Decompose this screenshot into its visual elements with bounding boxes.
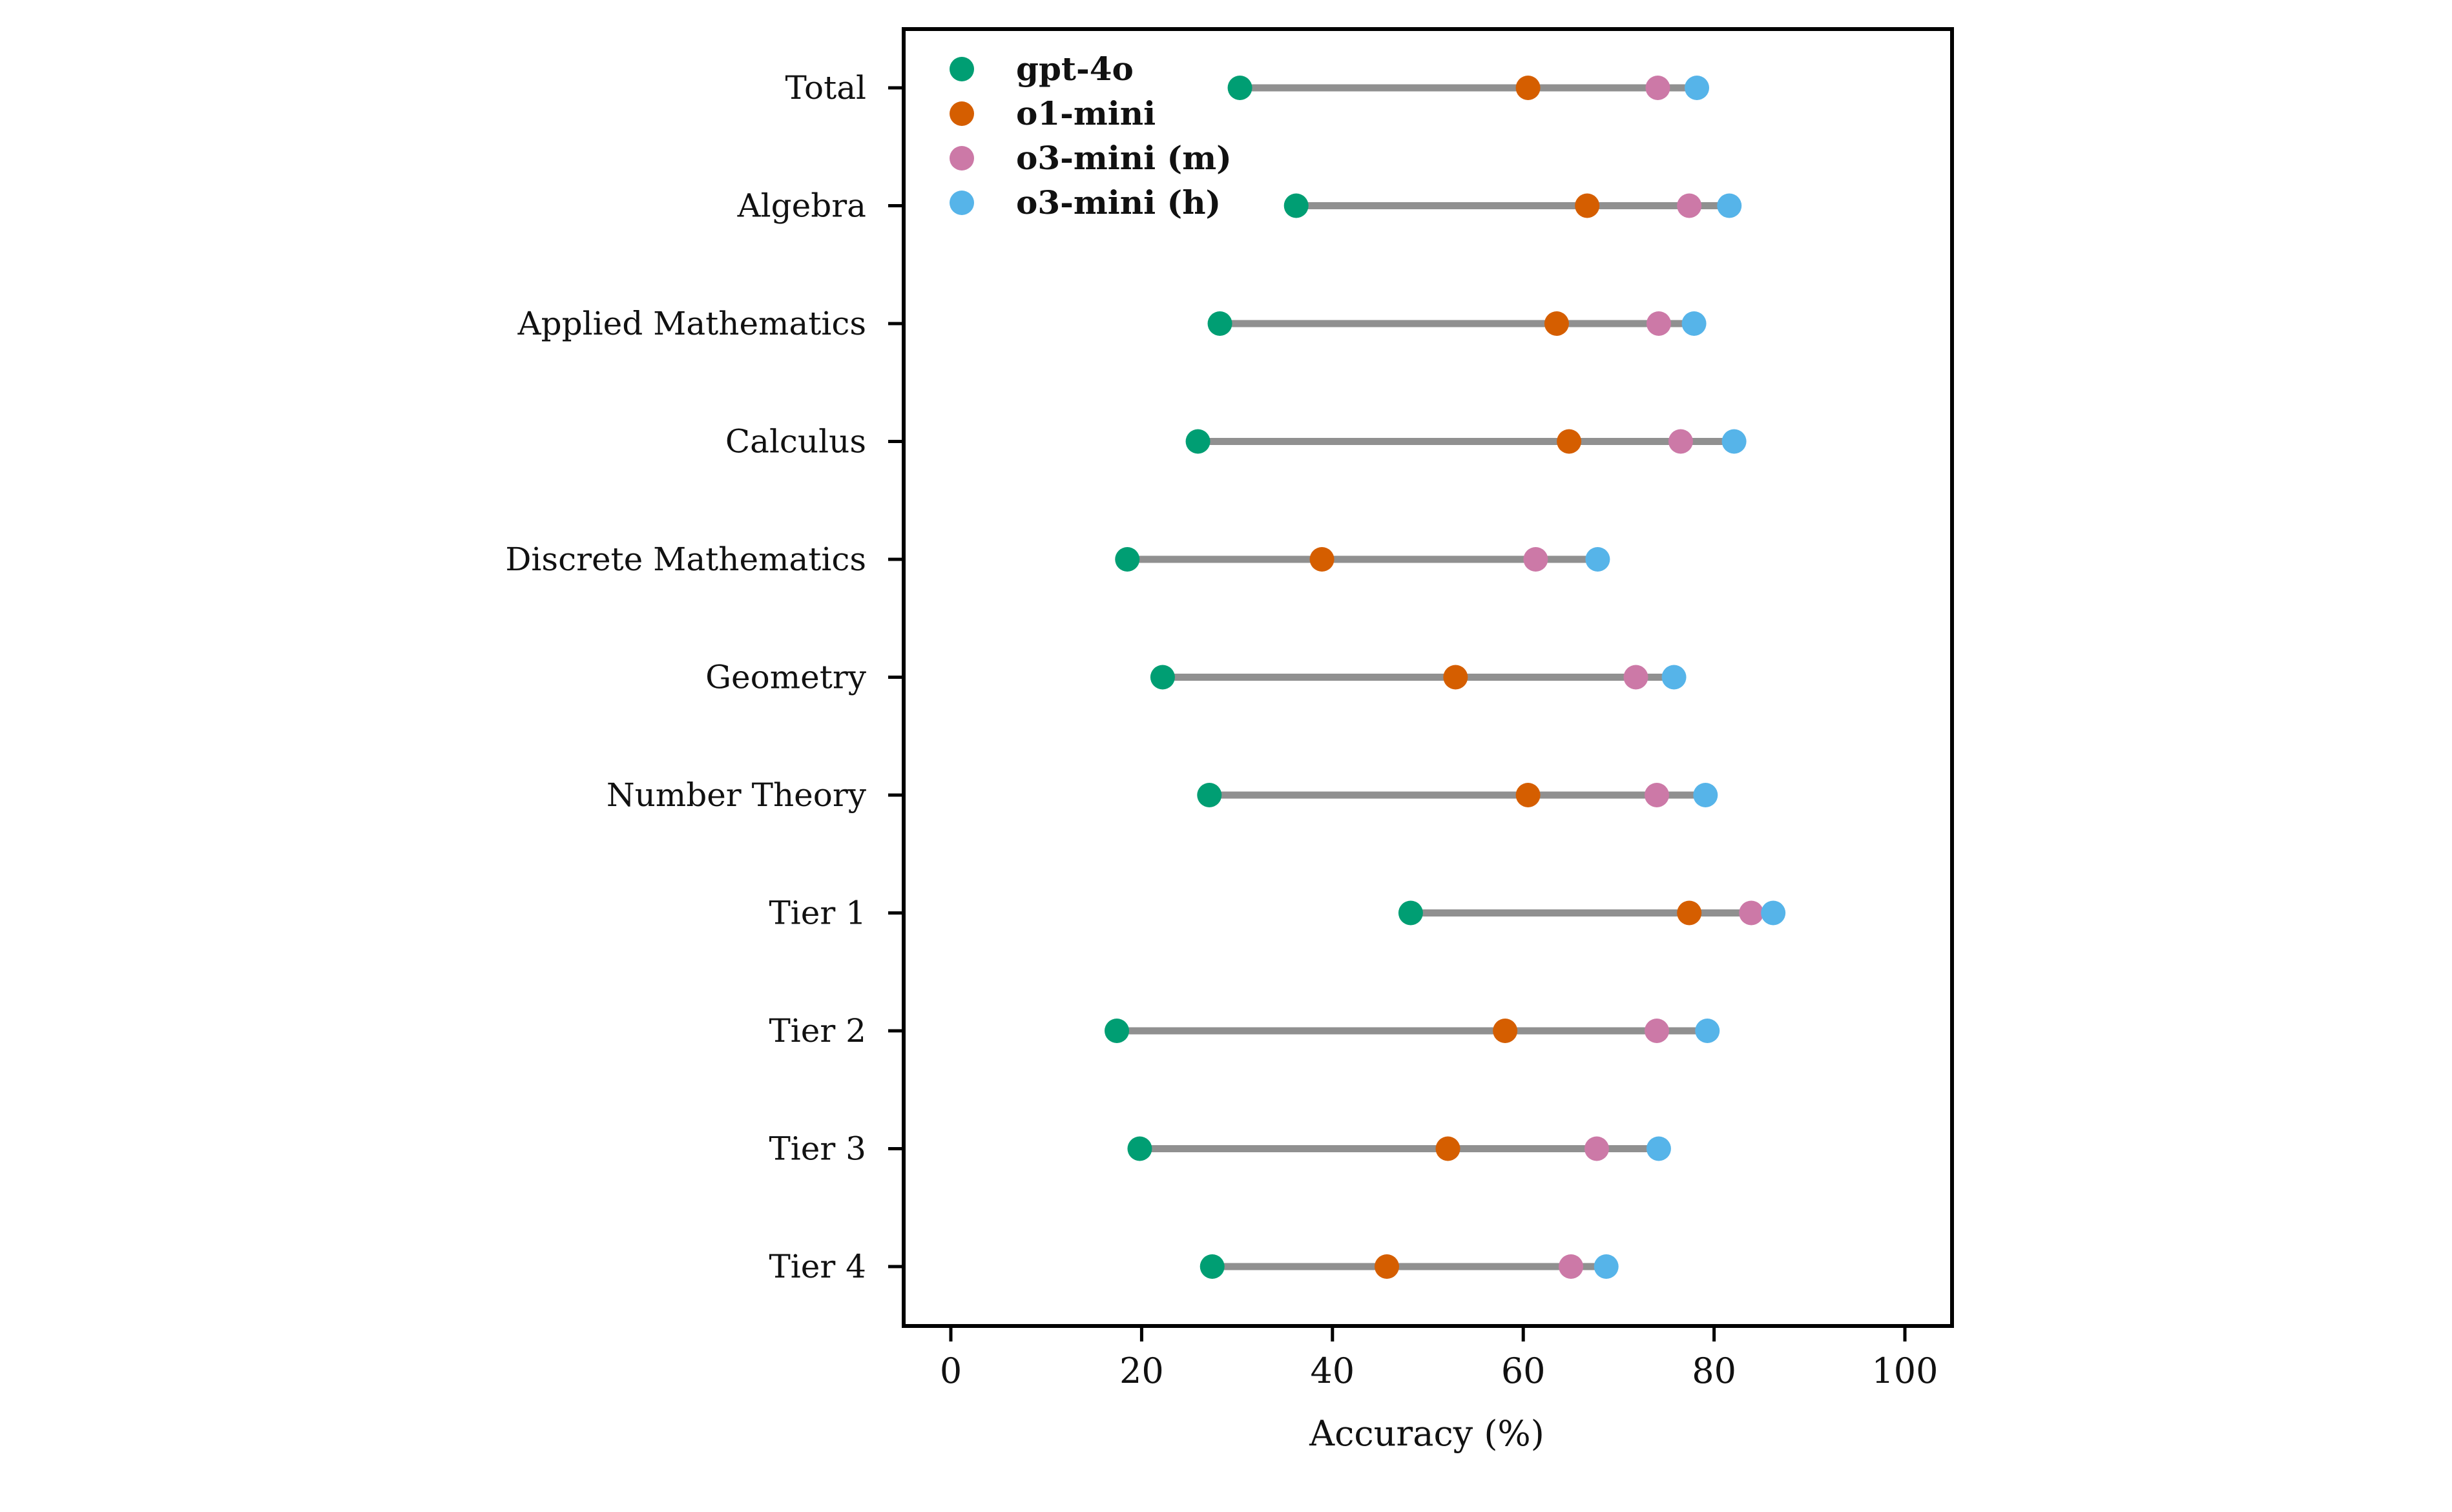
legend-marker-gpt-4o — [950, 57, 974, 81]
y-tick-label-calculus: Calculus — [725, 423, 866, 461]
point-gpt-4o-tier-1 — [1398, 900, 1423, 926]
x-tick-label-0: 0 — [940, 1351, 962, 1391]
point-o1-mini-geometry — [1443, 665, 1468, 690]
point-o3-mini-h-total — [1685, 76, 1710, 100]
y-tick-label-discrete-mathematics: Discrete Mathematics — [505, 541, 866, 578]
point-o3-mini-m-applied-mathematics — [1646, 311, 1671, 336]
x-axis-label: Accuracy (%) — [1309, 1413, 1544, 1454]
y-tick-label-applied-mathematics: Applied Mathematics — [517, 305, 866, 342]
legend: gpt-4o o1-mini o3-mini (m) o3-mini (h) — [950, 50, 1232, 222]
point-o3-mini-m-geometry — [1623, 665, 1648, 690]
point-o1-mini-tier-1 — [1677, 900, 1702, 926]
point-o1-mini-applied-mathematics — [1544, 311, 1569, 336]
point-gpt-4o-number-theory — [1197, 783, 1222, 807]
data-marks — [1104, 76, 1786, 1279]
point-o3-mini-m-algebra — [1677, 193, 1702, 218]
axes: Total Algebra Applied Mathematics Calculus D… — [505, 69, 1938, 1391]
point-gpt-4o-calculus — [1185, 429, 1210, 454]
legend-label-o1-mini: o1-mini — [1016, 94, 1156, 132]
point-gpt-4o-geometry — [1150, 665, 1175, 690]
point-o3-mini-h-tier-4 — [1594, 1254, 1619, 1279]
point-o1-mini-discrete-mathematics — [1309, 547, 1335, 572]
x-tick-label-60: 60 — [1501, 1351, 1546, 1391]
point-o3-mini-h-tier-2 — [1695, 1019, 1720, 1043]
point-gpt-4o-total — [1227, 76, 1252, 100]
point-o1-mini-tier-4 — [1374, 1254, 1399, 1279]
point-o3-mini-h-applied-mathematics — [1681, 311, 1707, 336]
legend-label-gpt-4o: gpt-4o — [1016, 50, 1134, 88]
point-o3-mini-h-tier-3 — [1646, 1136, 1671, 1161]
point-o1-mini-tier-3 — [1435, 1136, 1460, 1161]
point-gpt-4o-tier-4 — [1200, 1254, 1225, 1279]
y-tick-label-number-theory: Number Theory — [607, 776, 867, 814]
point-gpt-4o-tier-3 — [1127, 1136, 1152, 1161]
point-o1-mini-tier-2 — [1493, 1019, 1518, 1043]
point-o3-mini-h-geometry — [1661, 665, 1687, 690]
point-gpt-4o-discrete-mathematics — [1115, 547, 1140, 572]
point-o3-mini-h-number-theory — [1693, 783, 1718, 807]
point-o3-mini-h-tier-1 — [1761, 900, 1786, 926]
point-o1-mini-total — [1515, 76, 1541, 100]
y-tick-label-tier-4: Tier 4 — [769, 1248, 866, 1285]
point-o3-mini-m-total — [1645, 76, 1670, 100]
x-tick-label-80: 80 — [1692, 1351, 1736, 1391]
legend-marker-o3-mini-h — [950, 191, 974, 215]
y-tick-label-total: Total — [785, 69, 866, 107]
point-o3-mini-m-tier-4 — [1559, 1254, 1584, 1279]
point-o1-mini-algebra — [1575, 193, 1600, 218]
point-gpt-4o-tier-2 — [1104, 1019, 1129, 1043]
y-tick-label-algebra: Algebra — [737, 187, 866, 225]
y-tick-label-tier-3: Tier 3 — [769, 1130, 866, 1168]
x-tick-label-40: 40 — [1310, 1351, 1355, 1391]
point-o1-mini-calculus — [1557, 429, 1582, 454]
point-o3-mini-m-number-theory — [1644, 783, 1669, 807]
legend-label-o3-mini-h: o3-mini (h) — [1016, 183, 1221, 222]
point-gpt-4o-applied-mathematics — [1207, 311, 1232, 336]
legend-label-o3-mini-m: o3-mini (m) — [1016, 139, 1232, 177]
point-o3-mini-m-tier-3 — [1584, 1136, 1609, 1161]
y-tick-label-tier-1: Tier 1 — [769, 895, 866, 932]
point-o3-mini-h-discrete-mathematics — [1585, 547, 1610, 572]
y-tick-label-tier-2: Tier 2 — [769, 1012, 866, 1050]
point-o3-mini-m-tier-2 — [1644, 1019, 1669, 1043]
legend-marker-o3-mini-m — [950, 146, 974, 171]
x-tick-label-20: 20 — [1119, 1351, 1164, 1391]
point-o3-mini-m-tier-1 — [1739, 900, 1764, 926]
point-o1-mini-number-theory — [1515, 783, 1541, 807]
point-o3-mini-m-discrete-mathematics — [1523, 547, 1548, 572]
point-o3-mini-h-algebra — [1717, 193, 1742, 218]
x-tick-label-100: 100 — [1871, 1351, 1938, 1391]
point-o3-mini-h-calculus — [1721, 429, 1747, 454]
point-o3-mini-m-calculus — [1668, 429, 1693, 454]
point-gpt-4o-algebra — [1283, 193, 1309, 218]
legend-marker-o1-mini — [950, 101, 974, 126]
y-tick-label-geometry: Geometry — [705, 659, 867, 696]
